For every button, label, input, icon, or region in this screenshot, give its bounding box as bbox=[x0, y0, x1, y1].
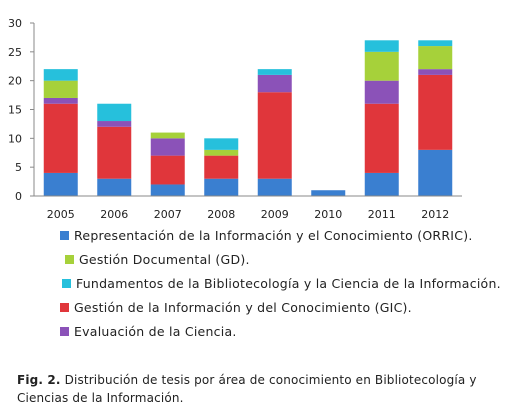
y-tick-label: 5 bbox=[15, 161, 22, 174]
legend-item-gd: Gestión Documental (GD). bbox=[65, 253, 250, 267]
legend-item-orric: Representación de la Información y el Co… bbox=[60, 229, 473, 243]
bar-segment-2007-series-3 bbox=[150, 132, 185, 139]
bar-segment-2009-series-4 bbox=[257, 69, 292, 75]
x-tick-label-2008: 2008 bbox=[207, 208, 235, 221]
bar-segment-2007-series-1 bbox=[150, 155, 185, 185]
legend-label-gd: Gestión Documental (GD). bbox=[79, 252, 250, 267]
legend-swatch-gic bbox=[60, 303, 69, 312]
bar-segment-2006-series-2 bbox=[97, 121, 132, 127]
bar-segment-2011-series-2 bbox=[364, 80, 399, 104]
x-tick-label-2012: 2012 bbox=[421, 208, 449, 221]
bar-segment-2005-series-4 bbox=[43, 69, 78, 81]
y-tick-label: 0 bbox=[15, 190, 22, 203]
bar-segment-2008-series-4 bbox=[204, 138, 239, 150]
bar-segment-2011-series-0 bbox=[364, 172, 399, 196]
bar-segment-2008-series-3 bbox=[204, 149, 239, 156]
bar-segment-2011-series-4 bbox=[364, 40, 399, 52]
x-axis-ticks: 2005 2006 2007 2008 2009 2010 2011 2012 bbox=[47, 208, 450, 221]
figure-label: Fig. 2. bbox=[17, 373, 61, 387]
x-tick-label-2006: 2006 bbox=[100, 208, 128, 221]
y-tick-label: 25 bbox=[8, 46, 22, 59]
x-tick-label-2010: 2010 bbox=[314, 208, 342, 221]
bar-segment-2012-series-1 bbox=[418, 74, 453, 150]
legend-item-fundamentos: Fundamentos de la Bibliotecología y la C… bbox=[62, 277, 501, 291]
bar-segment-2005-series-1 bbox=[43, 103, 78, 173]
legend-swatch-fundamentos bbox=[62, 279, 71, 288]
legend-swatch-gd bbox=[65, 255, 74, 264]
bar-segment-2012-series-4 bbox=[418, 40, 453, 47]
legend-item-gic: Gestión de la Información y del Conocimi… bbox=[60, 301, 412, 315]
bar-segment-2005-series-0 bbox=[43, 172, 78, 196]
x-tick-label-2005: 2005 bbox=[47, 208, 75, 221]
legend-swatch-evaluacion bbox=[60, 327, 69, 336]
y-tick-label: 20 bbox=[8, 75, 22, 88]
x-tick-label-2011: 2011 bbox=[368, 208, 396, 221]
stacked-bar-chart: 0 5 10 15 20 25 30 2005 2006 2007 2008 2009 2010 201… bbox=[8, 17, 462, 221]
y-tick-label: 15 bbox=[8, 104, 22, 117]
figure-caption: Fig. 2. Distribución de tesis por área d… bbox=[17, 371, 507, 407]
bar-segment-2010-series-0 bbox=[311, 190, 346, 196]
bar-segment-2007-series-0 bbox=[150, 184, 185, 196]
legend-item-evaluacion: Evaluación de la Ciencia. bbox=[60, 325, 237, 339]
legend-swatch-orric bbox=[60, 231, 69, 240]
y-tick-label: 10 bbox=[8, 132, 22, 145]
bar-segment-2011-series-1 bbox=[364, 103, 399, 173]
bar-segment-2006-series-0 bbox=[97, 178, 132, 196]
bars bbox=[43, 40, 453, 196]
bar-segment-2009-series-2 bbox=[257, 74, 292, 93]
legend-label-orric: Representación de la Información y el Co… bbox=[74, 228, 473, 243]
bar-segment-2005-series-2 bbox=[43, 97, 78, 104]
bar-segment-2012-series-2 bbox=[418, 69, 453, 75]
figure-caption-text: Distribución de tesis por área de conoci… bbox=[17, 373, 477, 405]
y-tick-label: 30 bbox=[8, 17, 22, 30]
bar-segment-2005-series-3 bbox=[43, 80, 78, 98]
bar-segment-2007-series-2 bbox=[150, 138, 185, 156]
bar-segment-2008-series-0 bbox=[204, 178, 239, 196]
bar-segment-2006-series-4 bbox=[97, 103, 132, 122]
bar-segment-2012-series-3 bbox=[418, 46, 453, 70]
x-tick-label-2009: 2009 bbox=[261, 208, 289, 221]
legend-label-gic: Gestión de la Información y del Conocimi… bbox=[74, 300, 412, 315]
bar-segment-2009-series-1 bbox=[257, 92, 292, 179]
x-tick-label-2007: 2007 bbox=[154, 208, 182, 221]
bar-segment-2006-series-1 bbox=[97, 126, 132, 179]
bar-segment-2009-series-0 bbox=[257, 178, 292, 196]
bar-segment-2012-series-0 bbox=[418, 149, 453, 196]
bar-segment-2008-series-1 bbox=[204, 155, 239, 179]
legend-label-fundamentos: Fundamentos de la Bibliotecología y la C… bbox=[76, 276, 501, 291]
bar-segment-2011-series-3 bbox=[364, 51, 399, 81]
legend-label-evaluacion: Evaluación de la Ciencia. bbox=[74, 324, 237, 339]
y-axis-ticks: 0 5 10 15 20 25 30 bbox=[8, 17, 34, 203]
